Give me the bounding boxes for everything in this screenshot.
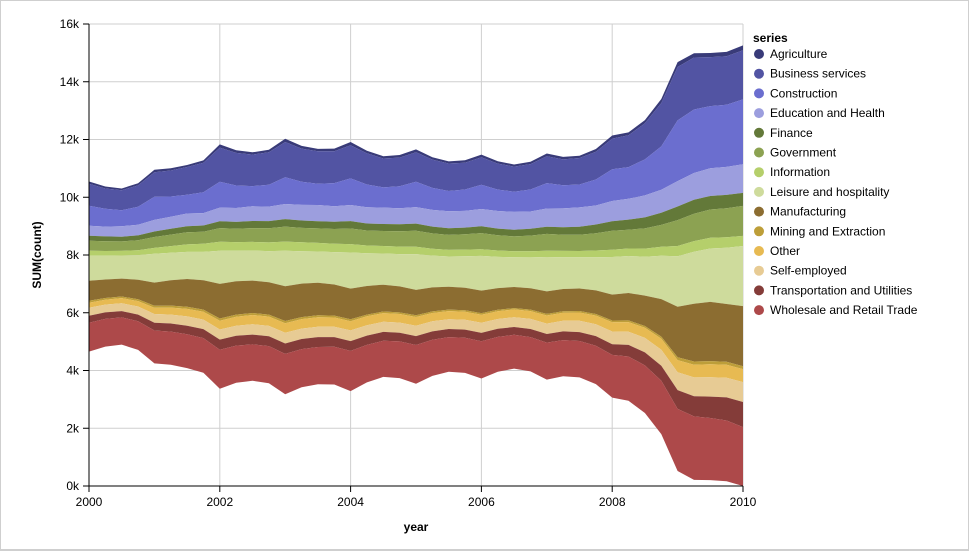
y-tick-label: 4k <box>66 364 80 378</box>
x-tick-label: 2000 <box>76 495 103 509</box>
legend-item-wholesale-and-retail-trade: Wholesale and Retail Trade <box>754 303 918 317</box>
legend-label: Business services <box>770 67 866 81</box>
legend-swatch-icon <box>754 108 764 119</box>
y-tick-label: 12k <box>60 133 80 147</box>
legend-label: Information <box>770 165 830 179</box>
legend-item-transportation-and-utilities: Transportation and Utilities <box>754 283 912 297</box>
legend-swatch-icon <box>754 49 764 59</box>
legend-item-agriculture: Agriculture <box>754 47 828 61</box>
x-tick-label: 2010 <box>730 495 757 509</box>
legend-label: Transportation and Utilities <box>770 283 912 297</box>
y-tick-label: 14k <box>60 75 80 89</box>
legend-label: Agriculture <box>770 47 828 61</box>
stream-layer-manufacturing <box>89 278 743 367</box>
legend-swatch-icon <box>754 127 764 138</box>
stream-layer-business-services <box>89 50 743 211</box>
y-tick-label: 8k <box>66 248 80 262</box>
legend-item-finance: Finance <box>754 126 813 140</box>
legend-label: Other <box>770 244 800 258</box>
stream-layers <box>89 45 743 486</box>
legend-label: Mining and Extraction <box>770 224 885 238</box>
legend-swatch-icon <box>754 226 764 237</box>
legend-swatch-icon <box>754 88 764 99</box>
legend-label: Manufacturing <box>770 205 846 219</box>
legend-item-manufacturing: Manufacturing <box>754 205 846 219</box>
y-tick-label: 10k <box>60 190 80 204</box>
legend-item-government: Government <box>754 146 837 160</box>
legend-swatch-icon <box>754 305 764 316</box>
legend-swatch-icon <box>754 147 764 158</box>
legend-item-other: Other <box>754 244 800 258</box>
legend-label: Leisure and hospitality <box>770 185 889 199</box>
y-tick-label: 16k <box>60 17 80 31</box>
legend-swatch-icon <box>754 206 764 217</box>
stream-layer-government <box>89 205 743 252</box>
stream-layer-other <box>89 298 743 383</box>
legend-label: Wholesale and Retail Trade <box>770 303 918 317</box>
stream-layer-agriculture <box>89 45 743 191</box>
stream-layer-information <box>89 235 743 258</box>
legend-item-business-services: Business services <box>754 67 866 81</box>
legend: series Agriculture Business services Const… <box>753 31 918 317</box>
y-axis-title: SUM(count) <box>30 221 44 288</box>
legend-swatch-icon <box>754 167 764 178</box>
legend-item-education-and-health: Education and Health <box>754 106 885 120</box>
x-tick-label: 2006 <box>468 495 495 509</box>
legend-swatch-icon <box>754 68 764 79</box>
legend-label: Government <box>770 146 837 160</box>
legend-label: Construction <box>770 86 837 100</box>
stream-layer-finance <box>89 192 743 242</box>
legend-item-construction: Construction <box>754 86 837 100</box>
x-tick-label: 2002 <box>206 495 233 509</box>
y-tick-label: 6k <box>66 306 80 320</box>
x-axis: 2000 2002 2004 2006 2008 2010 <box>76 485 757 509</box>
y-tick-label: 0k <box>66 479 80 493</box>
legend-swatch-icon <box>754 186 764 197</box>
legend-item-leisure-and-hospitality: Leisure and hospitality <box>754 185 889 199</box>
stream-layer-self-employed <box>89 303 743 402</box>
stream-layer-transportation-and-utilities <box>89 311 743 428</box>
legend-item-mining-and-extraction: Mining and Extraction <box>754 224 885 238</box>
legend-label: Self-employed <box>770 264 847 278</box>
x-tick-label: 2008 <box>599 495 626 509</box>
legend-label: Education and Health <box>770 106 885 120</box>
legend-swatch-icon <box>754 265 764 276</box>
x-axis-title: year <box>404 520 429 534</box>
legend-item-self-employed: Self-employed <box>754 264 847 278</box>
legend-label: Finance <box>770 126 813 140</box>
legend-title: series <box>753 31 788 45</box>
legend-swatch-icon <box>754 246 764 256</box>
stream-layer-mining-and-extraction <box>89 296 743 370</box>
y-axis: 0k 2k 4k 6k 8k 10k 12k 14k 16k <box>60 17 90 493</box>
legend-item-information: Information <box>754 165 830 179</box>
stream-layer-education-and-health <box>89 164 743 237</box>
x-tick-label: 2004 <box>337 495 364 509</box>
stream-layer-wholesale-and-retail-trade <box>89 317 743 486</box>
stream-layer-construction <box>89 99 743 227</box>
legend-swatch-icon <box>754 285 764 296</box>
stream-layer-leisure-and-hospitality <box>89 246 743 307</box>
y-tick-label: 2k <box>66 421 80 435</box>
